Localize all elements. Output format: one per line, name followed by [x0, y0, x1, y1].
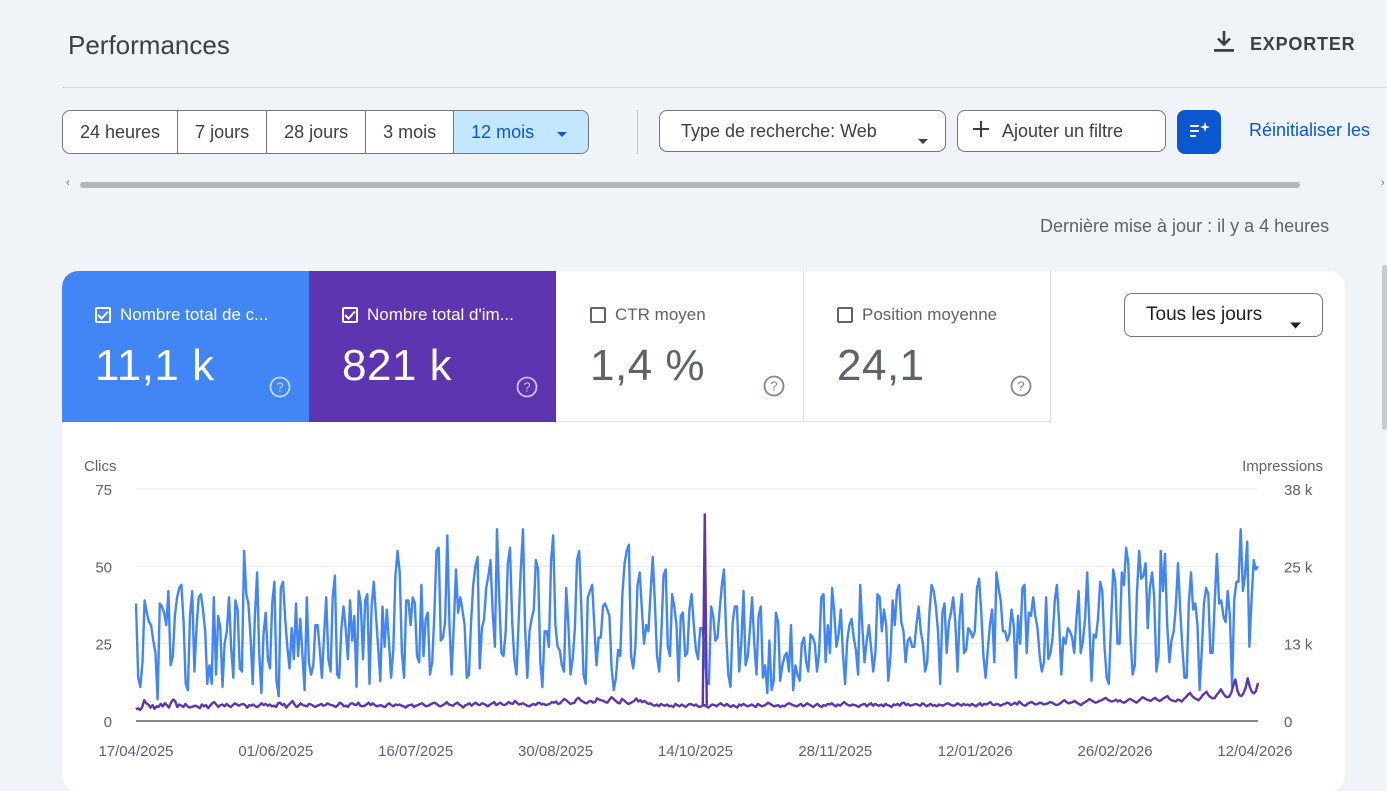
checkbox-icon[interactable] [95, 307, 111, 323]
x-tick-label: 28/11/2025 [798, 743, 872, 760]
left-tick-label: 50 [95, 559, 112, 576]
search-type-dropdown[interactable]: Type de recherche: Web [659, 110, 946, 152]
metric-value: 1,4 % [590, 341, 706, 390]
range-7d[interactable]: 7 jours [178, 111, 268, 153]
date-range-selector: 24 heures 7 jours 28 jours 3 mois 12 moi… [62, 110, 590, 154]
granularity-dropdown[interactable]: Tous les jours [1124, 293, 1323, 337]
right-tick-label: 0 [1284, 714, 1292, 731]
filter-sparkle-icon [1187, 120, 1211, 145]
metric-value: 11,1 k [95, 341, 215, 390]
right-tick-label: 38 k [1284, 482, 1313, 499]
left-axis-label: Clics [84, 458, 117, 475]
left-tick-label: 25 [95, 637, 112, 654]
metric-total-impressions[interactable]: Nombre total d'im... 821 k ? [309, 271, 556, 422]
page-title: Performances [68, 30, 230, 60]
scroll-left-arrow-icon[interactable]: ‹ [66, 177, 70, 189]
range-24h[interactable]: 24 heures [63, 111, 179, 153]
performance-chart: 0 25 50 75 0 13 k 25 k 38 k Clics Impressions 17/0… [84, 458, 1323, 760]
performance-card: Nombre total de c... 11,1 k ? Nombre tot… [62, 271, 1345, 791]
plus-icon [972, 120, 990, 143]
x-tick-label: 16/07/2025 [378, 743, 453, 760]
add-filter-label: Ajouter un filtre [1002, 120, 1124, 141]
reset-filters-link[interactable]: Réinitialiser les [1249, 120, 1371, 140]
svg-text:?: ? [770, 379, 777, 394]
scroll-right-arrow-icon[interactable]: › [1381, 177, 1385, 189]
metric-total-clicks[interactable]: Nombre total de c... 11,1 k ? [62, 271, 309, 422]
help-icon[interactable]: ? [763, 375, 785, 402]
header-divider [62, 87, 1387, 88]
add-filter-button[interactable]: Ajouter un filtre [957, 110, 1166, 152]
range-12m[interactable]: 12 mois [454, 111, 589, 153]
x-tick-label: 17/04/2025 [98, 743, 173, 760]
x-tick-label: 01/06/2025 [238, 743, 313, 760]
caret-down-icon [1289, 313, 1302, 335]
search-type-label: Type de recherche: Web [681, 120, 877, 141]
impressions-series-line [135, 677, 1260, 712]
filter-settings-button[interactable] [1177, 110, 1221, 154]
svg-text:?: ? [1017, 379, 1024, 394]
toolbar-divider [637, 110, 638, 154]
x-tick-label: 30/08/2025 [518, 743, 593, 760]
left-tick-label: 75 [95, 482, 112, 499]
last-updated-text: Dernière mise à jour : il y a 4 heures [1040, 216, 1330, 236]
right-tick-label: 25 k [1284, 559, 1313, 576]
x-tick-label: 14/10/2025 [658, 743, 733, 760]
caret-down-icon [556, 122, 568, 143]
caret-down-icon [917, 129, 929, 150]
range-28d[interactable]: 28 jours [267, 111, 367, 153]
export-label: EXPORTER [1250, 33, 1356, 54]
checkbox-icon[interactable] [590, 307, 606, 323]
horizontal-scrollbar[interactable] [80, 182, 1300, 188]
x-tick-label: 26/02/2026 [1077, 743, 1152, 760]
right-tick-label: 13 k [1284, 637, 1313, 654]
right-axis-label: Impressions [1242, 458, 1323, 475]
export-button[interactable]: EXPORTER [1212, 30, 1355, 58]
range-3m[interactable]: 3 mois [366, 111, 455, 153]
help-icon[interactable]: ? [516, 376, 538, 403]
metric-average-position[interactable]: Position moyenne 24,1 ? [804, 271, 1051, 422]
download-icon [1212, 29, 1236, 60]
x-tick-label: 12/04/2026 [1217, 743, 1292, 760]
metric-value: 24,1 [837, 341, 925, 390]
svg-text:?: ? [523, 380, 530, 395]
x-tick-label: 12/01/2026 [938, 743, 1013, 760]
clicks-series-line [134, 528, 1259, 701]
vertical-scrollbar[interactable] [1382, 265, 1387, 430]
granularity-label: Tous les jours [1146, 304, 1263, 325]
metric-average-ctr[interactable]: CTR moyen 1,4 % ? [557, 271, 804, 422]
checkbox-icon[interactable] [342, 307, 358, 323]
help-icon[interactable]: ? [1010, 375, 1032, 402]
metric-value: 821 k [342, 341, 453, 390]
help-icon[interactable]: ? [269, 376, 291, 403]
checkbox-icon[interactable] [837, 307, 853, 323]
left-tick-label: 0 [104, 714, 112, 731]
svg-text:?: ? [276, 380, 283, 395]
impressions-spike [701, 513, 708, 706]
